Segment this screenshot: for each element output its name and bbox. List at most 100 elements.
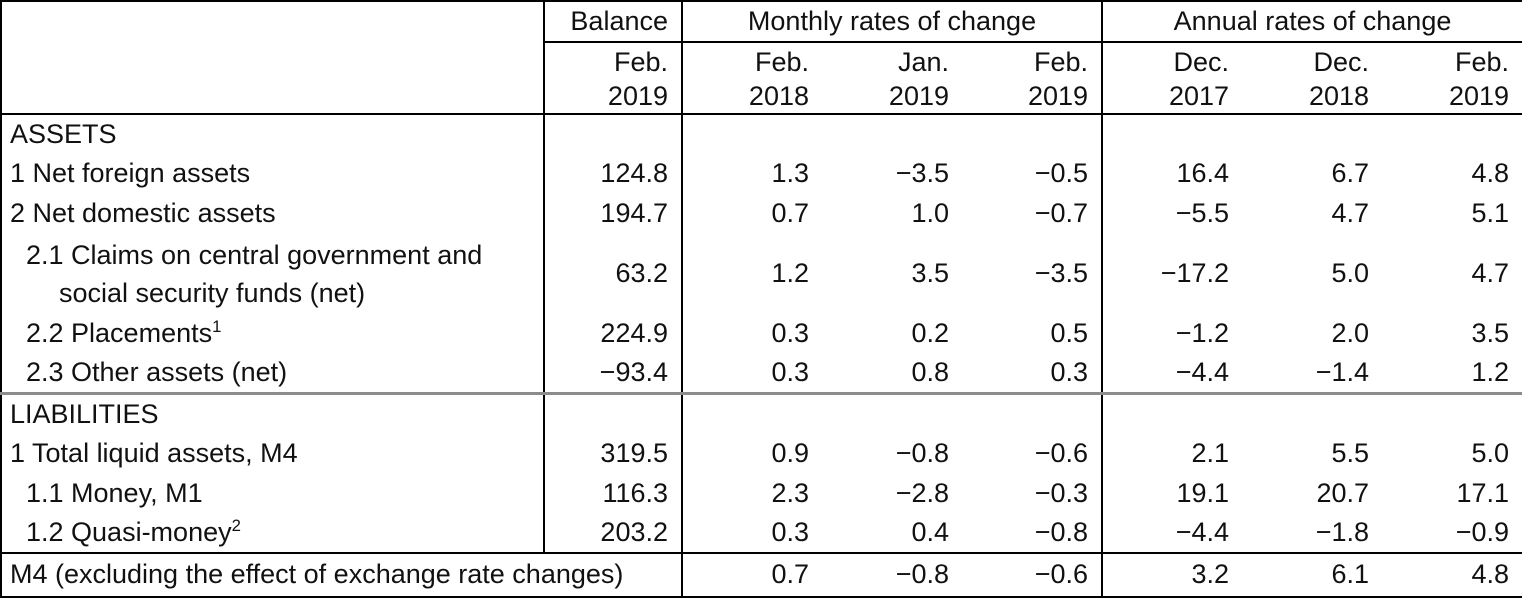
row-label-line1: 2.1 Claims on central government and <box>26 239 483 270</box>
balance-column-header: Balance <box>544 1 683 43</box>
period-month: Feb. <box>1033 47 1089 77</box>
table-row-quasi-money: 1.2 Quasi-money2 203.2 0.3 0.4 −0.8 −4.4… <box>1 513 1522 553</box>
monthly-rates-group-header: Monthly rates of change <box>682 1 1104 43</box>
annual-period-header: Dec. 2018 <box>1242 42 1383 115</box>
annual-period-header: Dec. 2017 <box>1102 42 1243 115</box>
table-row-other-assets: 2.3 Other assets (net) −93.4 0.3 0.8 0.3… <box>1 353 1522 394</box>
period-month: Feb. <box>613 47 668 77</box>
annual-value: 20.7 <box>1316 477 1370 508</box>
annual-value: −0.9 <box>1455 517 1510 548</box>
empty-cell <box>1242 114 1382 154</box>
table-row-claims-central-government: 2.1 Claims on central government and soc… <box>1 233 1522 314</box>
annual-value: 6.1 <box>1242 551 1383 597</box>
row-label: 1.1 Money, M1 <box>1 473 545 514</box>
empty-cell <box>1102 391 1243 434</box>
section-label: LIABILITIES <box>1 391 545 434</box>
monthly-period-header: Jan. 2019 <box>822 42 962 115</box>
annual-value: 3.5 <box>1471 317 1510 348</box>
balance-value: 319.5 <box>544 433 683 474</box>
period-month: Dec. <box>1173 47 1230 77</box>
balance-value: 116.3 <box>544 473 683 514</box>
period-year: 2019 <box>607 81 668 111</box>
table-row-m4-excluding-exchange: M4 (excluding the effect of exchange rat… <box>1 551 1522 597</box>
row-label-header-cell <box>1 1 545 115</box>
balance-value: 194.7 <box>544 193 683 234</box>
monthly-value: −0.3 <box>962 473 1104 514</box>
monthly-value: 0.7 <box>682 551 822 597</box>
footnote-marker: 2 <box>231 516 241 536</box>
empty-cell <box>1242 391 1383 434</box>
row-label-text: 2.2 Placements <box>26 317 213 348</box>
annual-value: 4.8 <box>1382 551 1522 597</box>
balance-value: 224.9 <box>544 313 683 354</box>
period-year: 2018 <box>1308 81 1370 111</box>
empty-cell <box>1382 391 1522 434</box>
annual-value: 6.7 <box>1331 158 1370 189</box>
empty-cell <box>962 391 1104 434</box>
period-year: 2019 <box>888 81 949 111</box>
empty-cell <box>1102 114 1242 154</box>
period-year: 2019 <box>1448 81 1510 111</box>
monthly-value: 2.3 <box>771 477 809 508</box>
annual-value: 3.2 <box>1102 551 1243 597</box>
annual-rates-group-header: Annual rates of change <box>1102 1 1522 43</box>
monthly-value: 0.8 <box>911 357 949 388</box>
annual-value: −5.5 <box>1175 198 1230 229</box>
annual-value: −1.4 <box>1315 357 1370 388</box>
table-row-net-domestic-assets: 2 Net domestic assets 194.7 0.7 1.0 −0.7… <box>1 193 1522 234</box>
empty-cell <box>682 114 822 154</box>
row-label: 1 Total liquid assets, M4 <box>1 433 545 474</box>
monthly-value: 3.5 <box>911 258 949 289</box>
table-row-total-liquid-assets: 1 Total liquid assets, M4 319.5 0.9 −0.8… <box>1 433 1522 474</box>
monthly-value: −0.7 <box>962 193 1104 234</box>
period-year: 2019 <box>1027 81 1089 111</box>
monthly-value: 0.9 <box>771 437 809 468</box>
annual-value: 17.1 <box>1456 477 1510 508</box>
balance-value: 124.8 <box>544 153 683 194</box>
table-row-placements: 2.2 Placements1 224.9 0.3 0.2 0.5 −1.2 2… <box>1 313 1522 354</box>
empty-cell <box>1382 114 1522 154</box>
empty-cell <box>544 391 683 434</box>
monthly-value: −0.8 <box>895 437 949 468</box>
monthly-value: 0.4 <box>911 517 949 548</box>
monthly-value: 0.3 <box>771 357 809 388</box>
monthly-value: 1.3 <box>771 158 809 189</box>
section-label: ASSETS <box>1 114 545 154</box>
row-label: 1 Net foreign assets <box>1 153 545 194</box>
period-month: Feb. <box>754 47 809 77</box>
row-label: 2.3 Other assets (net) <box>1 353 545 394</box>
annual-value: 4.7 <box>1471 258 1510 289</box>
row-label: 2 Net domestic assets <box>1 193 545 234</box>
monthly-value: −3.5 <box>895 158 949 189</box>
empty-cell <box>544 114 683 154</box>
row-label: 1.2 Quasi-money2 <box>1 513 545 553</box>
annual-value: −1.8 <box>1315 517 1370 548</box>
monthly-period-header: Feb. 2019 <box>962 42 1104 115</box>
balance-value: 203.2 <box>544 513 683 553</box>
monthly-value: 0.2 <box>911 317 949 348</box>
empty-cell <box>682 391 822 434</box>
monthly-value: −0.8 <box>962 513 1104 553</box>
annual-value: 5.0 <box>1331 258 1370 289</box>
monthly-value: −0.8 <box>822 551 962 597</box>
empty-cell <box>822 391 962 434</box>
header-row-groups: Balance Monthly rates of change Annual r… <box>1 1 1522 115</box>
period-year: 2017 <box>1168 81 1230 111</box>
monthly-value: 0.3 <box>962 353 1104 394</box>
monthly-value: −3.5 <box>962 233 1104 314</box>
row-label-line2: social security funds (net) <box>59 277 366 308</box>
annual-value: −17.2 <box>1160 258 1230 289</box>
monthly-value: 0.3 <box>771 317 809 348</box>
section-row-liabilities: LIABILITIES <box>1 391 1522 434</box>
monthly-period-header: Feb. 2018 <box>682 42 822 115</box>
period-month: Jan. <box>897 47 949 77</box>
monthly-value: −2.8 <box>895 477 949 508</box>
monthly-value: 0.7 <box>771 198 809 229</box>
monthly-value: −0.5 <box>962 153 1104 194</box>
annual-value: 5.1 <box>1471 198 1510 229</box>
annual-value: 19.1 <box>1176 477 1230 508</box>
monthly-value: −0.6 <box>962 551 1104 597</box>
balance-value: −93.4 <box>544 353 683 394</box>
table-row-net-foreign-assets: 1 Net foreign assets 124.8 1.3 −3.5 −0.5… <box>1 153 1522 194</box>
